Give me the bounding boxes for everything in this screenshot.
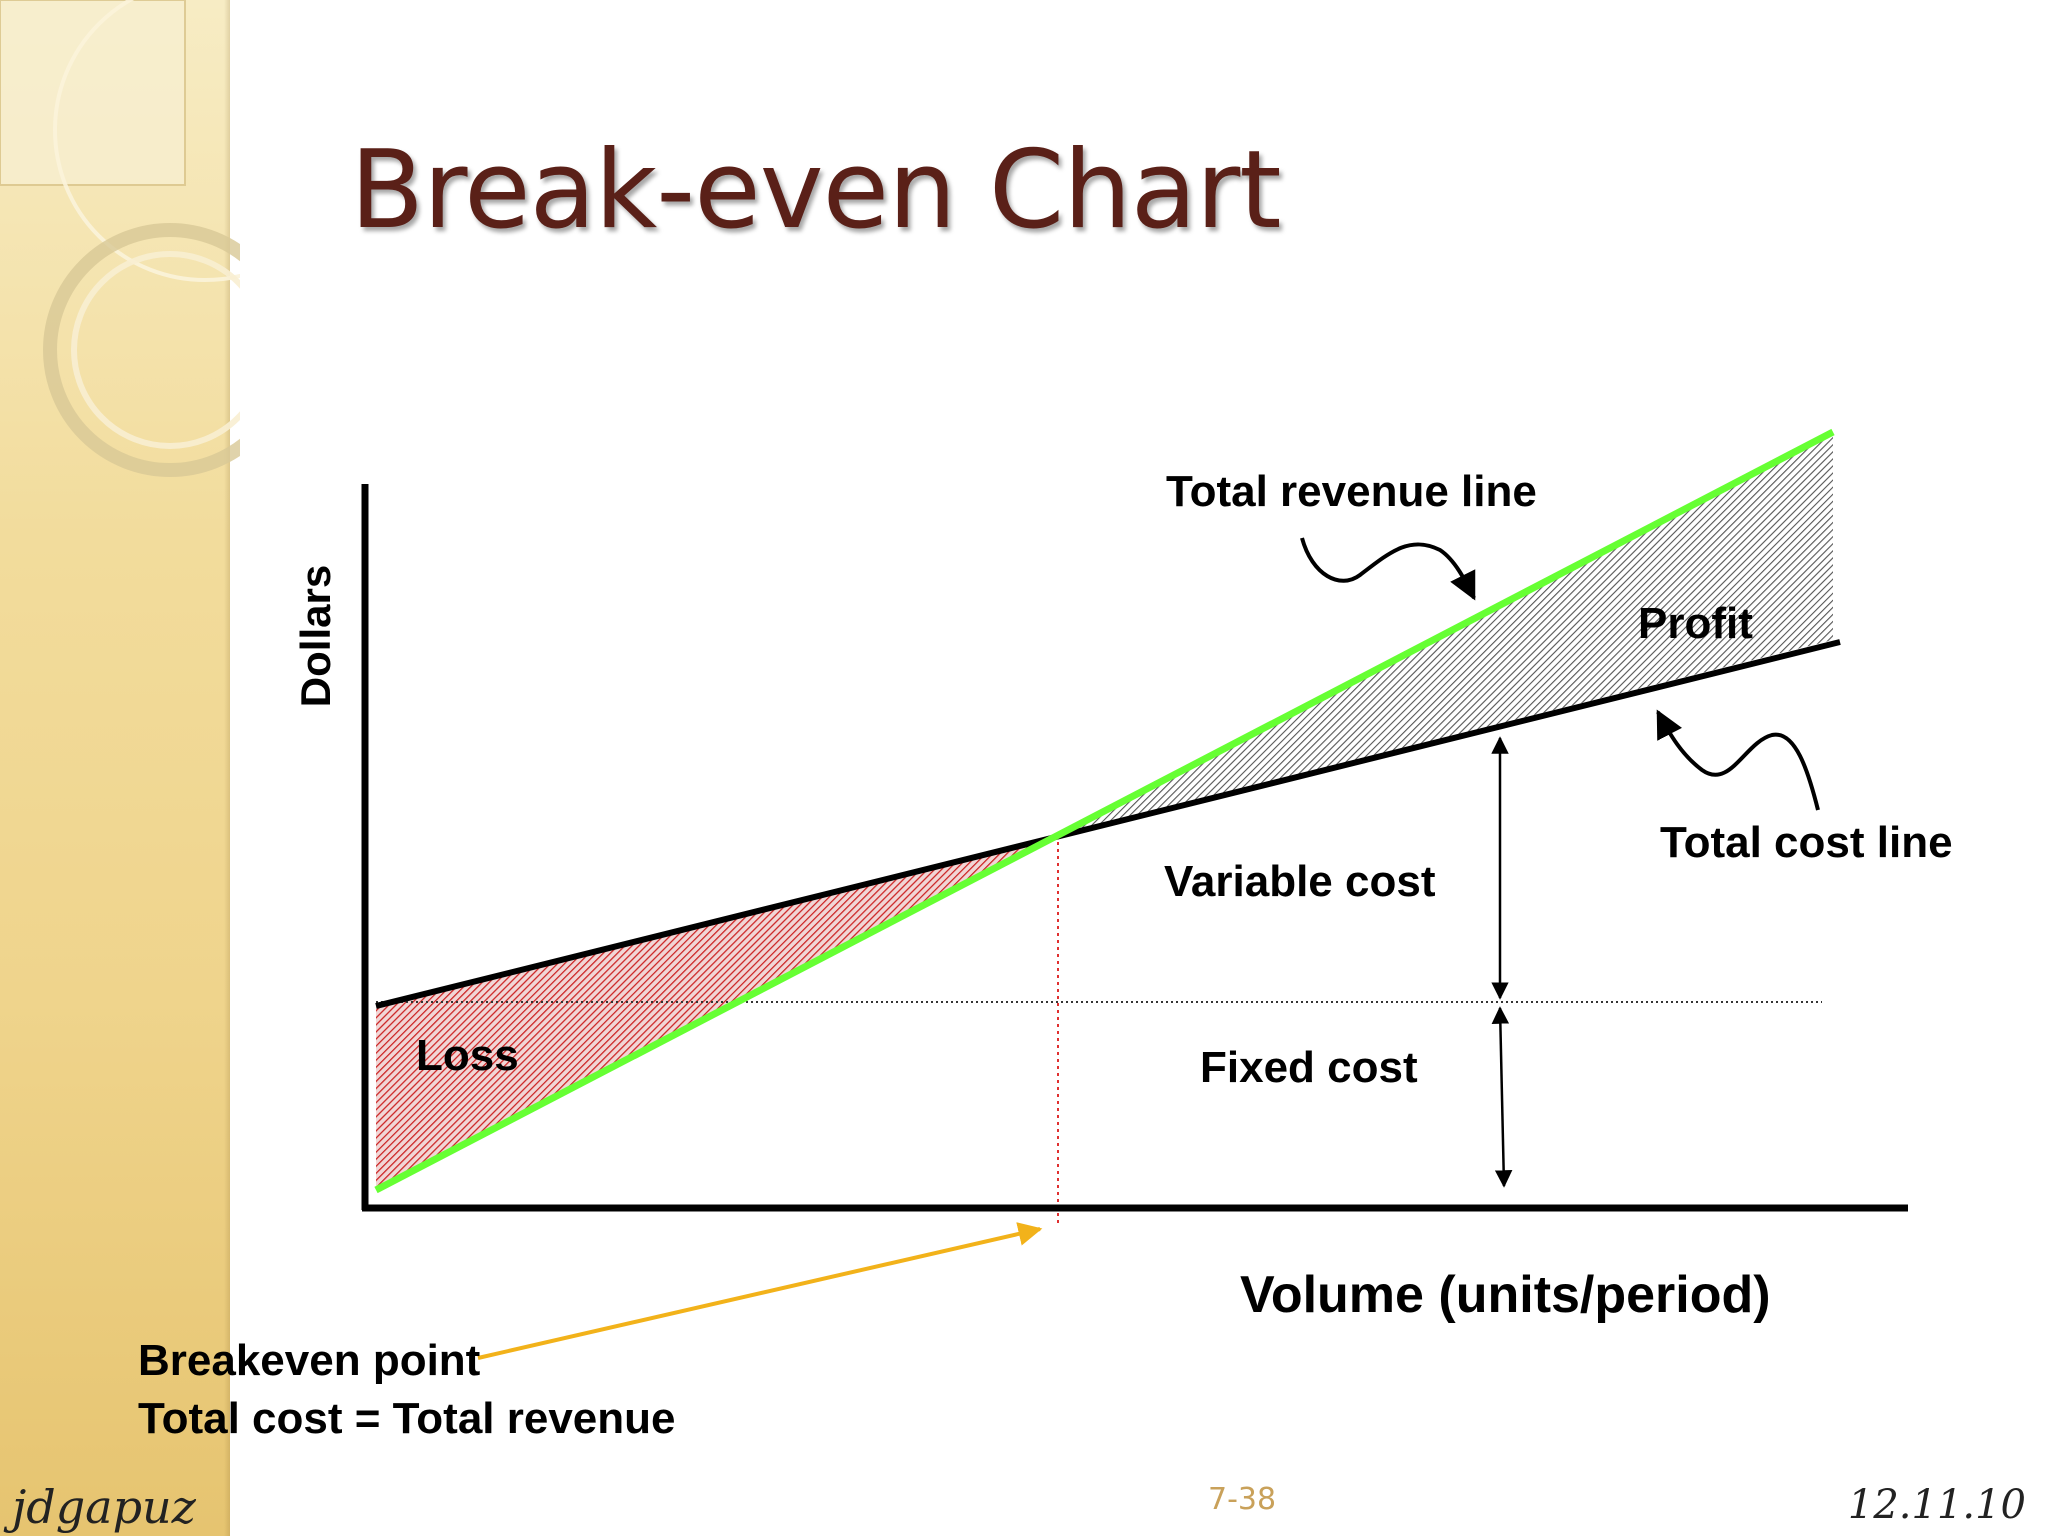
cost-pointer-arrow xyxy=(1656,709,1820,811)
breakeven-point-label: Breakeven point xyxy=(138,1336,481,1385)
variable-cost-label: Variable cost xyxy=(1164,857,1436,906)
loss-label: Loss xyxy=(416,1031,519,1080)
total-revenue-line xyxy=(374,428,1835,1194)
author-signature: jdgapuz xyxy=(12,1480,196,1534)
breakeven-equation-label: Total cost = Total revenue xyxy=(138,1394,676,1443)
total-cost-line xyxy=(375,639,1841,1009)
cost-label: Total cost line xyxy=(1660,818,1953,867)
slide-date: 12.11.10 xyxy=(1847,1482,2026,1528)
fixed-cost-label: Fixed cost xyxy=(1200,1043,1418,1092)
fixed-cost-arrow xyxy=(1491,1006,1513,1188)
profit-label: Profit xyxy=(1638,599,1753,648)
page-number: 7-38 xyxy=(1208,1482,1277,1517)
breakeven-pointer-arrow xyxy=(477,1222,1043,1360)
y-axis-label: Dollars xyxy=(292,565,339,707)
x-axis-label: Volume (units/period) xyxy=(1240,1266,1771,1324)
slide-title: Break-even Chart xyxy=(350,128,1282,253)
decorative-circles xyxy=(0,0,240,477)
revenue-pointer-arrow xyxy=(1300,537,1476,601)
revenue-label: Total revenue line xyxy=(1166,467,1537,516)
